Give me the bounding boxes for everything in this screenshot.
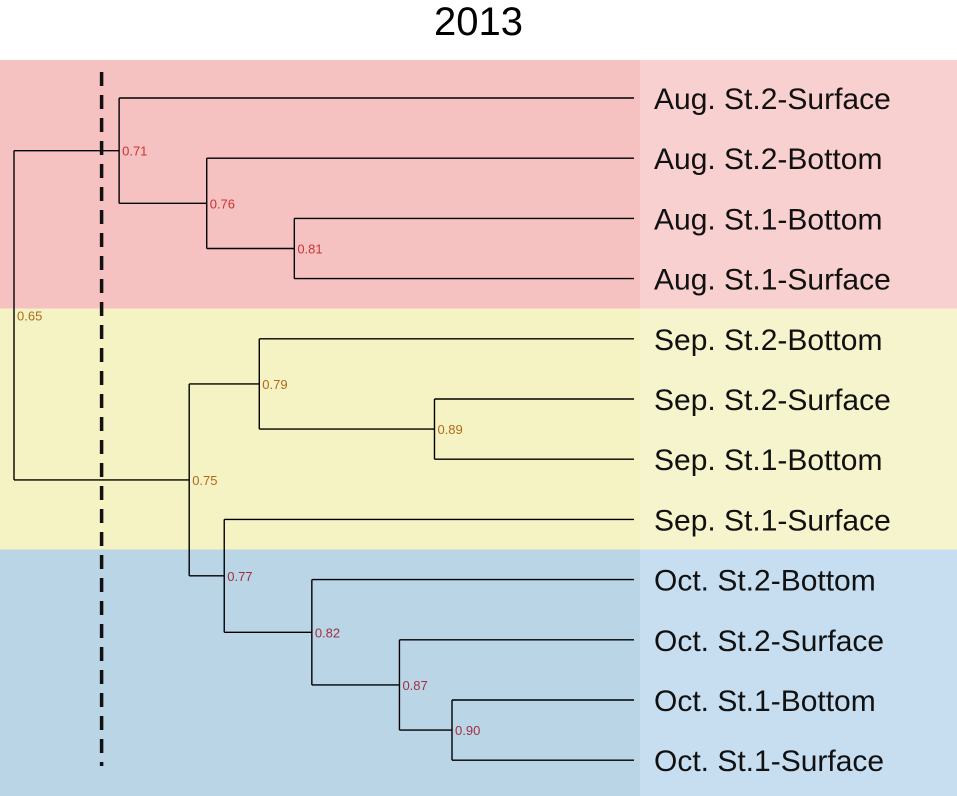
leaf-label-oct-st-1-bottom: Oct. St.1-Bottom <box>654 685 876 718</box>
leaf-labels: Aug. St.2-Surface Aug. St.2-Bottom Aug. St… <box>654 83 891 778</box>
leaf-label-sep-st-2-surface: Sep. St.2-Surface <box>654 384 891 417</box>
label-band-aug <box>640 60 957 309</box>
group-bands <box>0 60 957 796</box>
node-values: 0.81 0.76 0.71 0.89 0.79 0.90 0.87 0.82 0.77 0.75… <box>17 144 480 738</box>
leaf-label-oct-st-2-surface: Oct. St.2-Surface <box>654 625 884 658</box>
leaf-label-sep-st-1-bottom: Sep. St.1-Bottom <box>654 444 882 477</box>
leaf-label-sep-st-1-surface: Sep. St.1-Surface <box>654 504 891 537</box>
node-value-n090: 0.90 <box>455 723 480 738</box>
label-band-oct <box>640 549 957 796</box>
node-value-n076: 0.76 <box>210 196 235 211</box>
node-value-n075: 0.75 <box>192 473 217 488</box>
leaf-label-oct-st-2-bottom: Oct. St.2-Bottom <box>654 565 876 598</box>
band-aug <box>0 60 640 309</box>
node-value-n079: 0.79 <box>262 377 287 392</box>
node-value-n082: 0.82 <box>315 625 340 640</box>
leaf-label-aug-st-2-bottom: Aug. St.2-Bottom <box>654 143 882 176</box>
node-value-n081: 0.81 <box>297 242 322 257</box>
node-value-n089: 0.89 <box>437 422 462 437</box>
label-band-sep <box>640 308 957 550</box>
leaf-label-oct-st-1-surface: Oct. St.1-Surface <box>654 745 884 778</box>
band-oct <box>0 549 640 796</box>
leaf-label-aug-st-1-bottom: Aug. St.1-Bottom <box>654 203 882 236</box>
chart-title: 2013 <box>434 0 523 44</box>
dendrogram-links <box>13 97 634 761</box>
node-value-n071: 0.71 <box>122 144 147 159</box>
node-value-n065: 0.65 <box>17 308 42 323</box>
leaf-label-aug-st-2-surface: Aug. St.2-Surface <box>654 83 891 116</box>
node-value-n087: 0.87 <box>402 678 427 693</box>
leaf-label-aug-st-1-surface: Aug. St.1-Surface <box>654 264 891 297</box>
node-value-n077: 0.77 <box>227 569 252 584</box>
leaf-label-sep-st-2-bottom: Sep. St.2-Bottom <box>654 324 882 357</box>
